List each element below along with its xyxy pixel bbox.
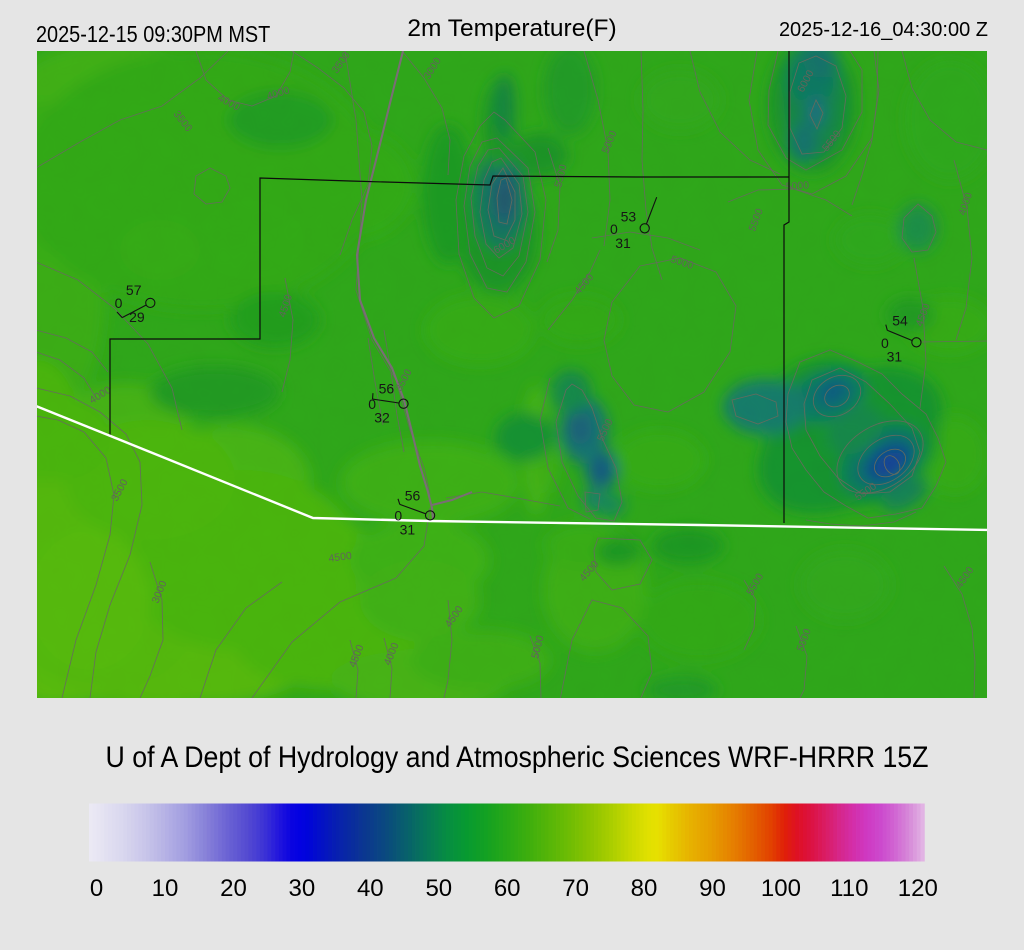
svg-text:0: 0 — [610, 221, 618, 237]
svg-text:5000: 5000 — [785, 179, 809, 193]
svg-text:56: 56 — [379, 381, 395, 397]
svg-text:4500: 4500 — [328, 550, 353, 565]
svg-text:31: 31 — [615, 235, 631, 251]
svg-text:0: 0 — [394, 508, 402, 524]
svg-text:0: 0 — [115, 295, 123, 311]
svg-text:31: 31 — [887, 348, 903, 364]
svg-text:0: 0 — [881, 335, 889, 351]
svg-text:31: 31 — [400, 522, 416, 538]
svg-text:57: 57 — [126, 282, 142, 298]
svg-text:0: 0 — [368, 396, 376, 412]
svg-text:29: 29 — [129, 309, 145, 325]
svg-text:53: 53 — [621, 209, 637, 225]
svg-text:56: 56 — [405, 487, 421, 503]
svg-text:5000: 5000 — [529, 634, 546, 660]
svg-text:32: 32 — [374, 410, 390, 426]
svg-text:54: 54 — [892, 313, 908, 329]
